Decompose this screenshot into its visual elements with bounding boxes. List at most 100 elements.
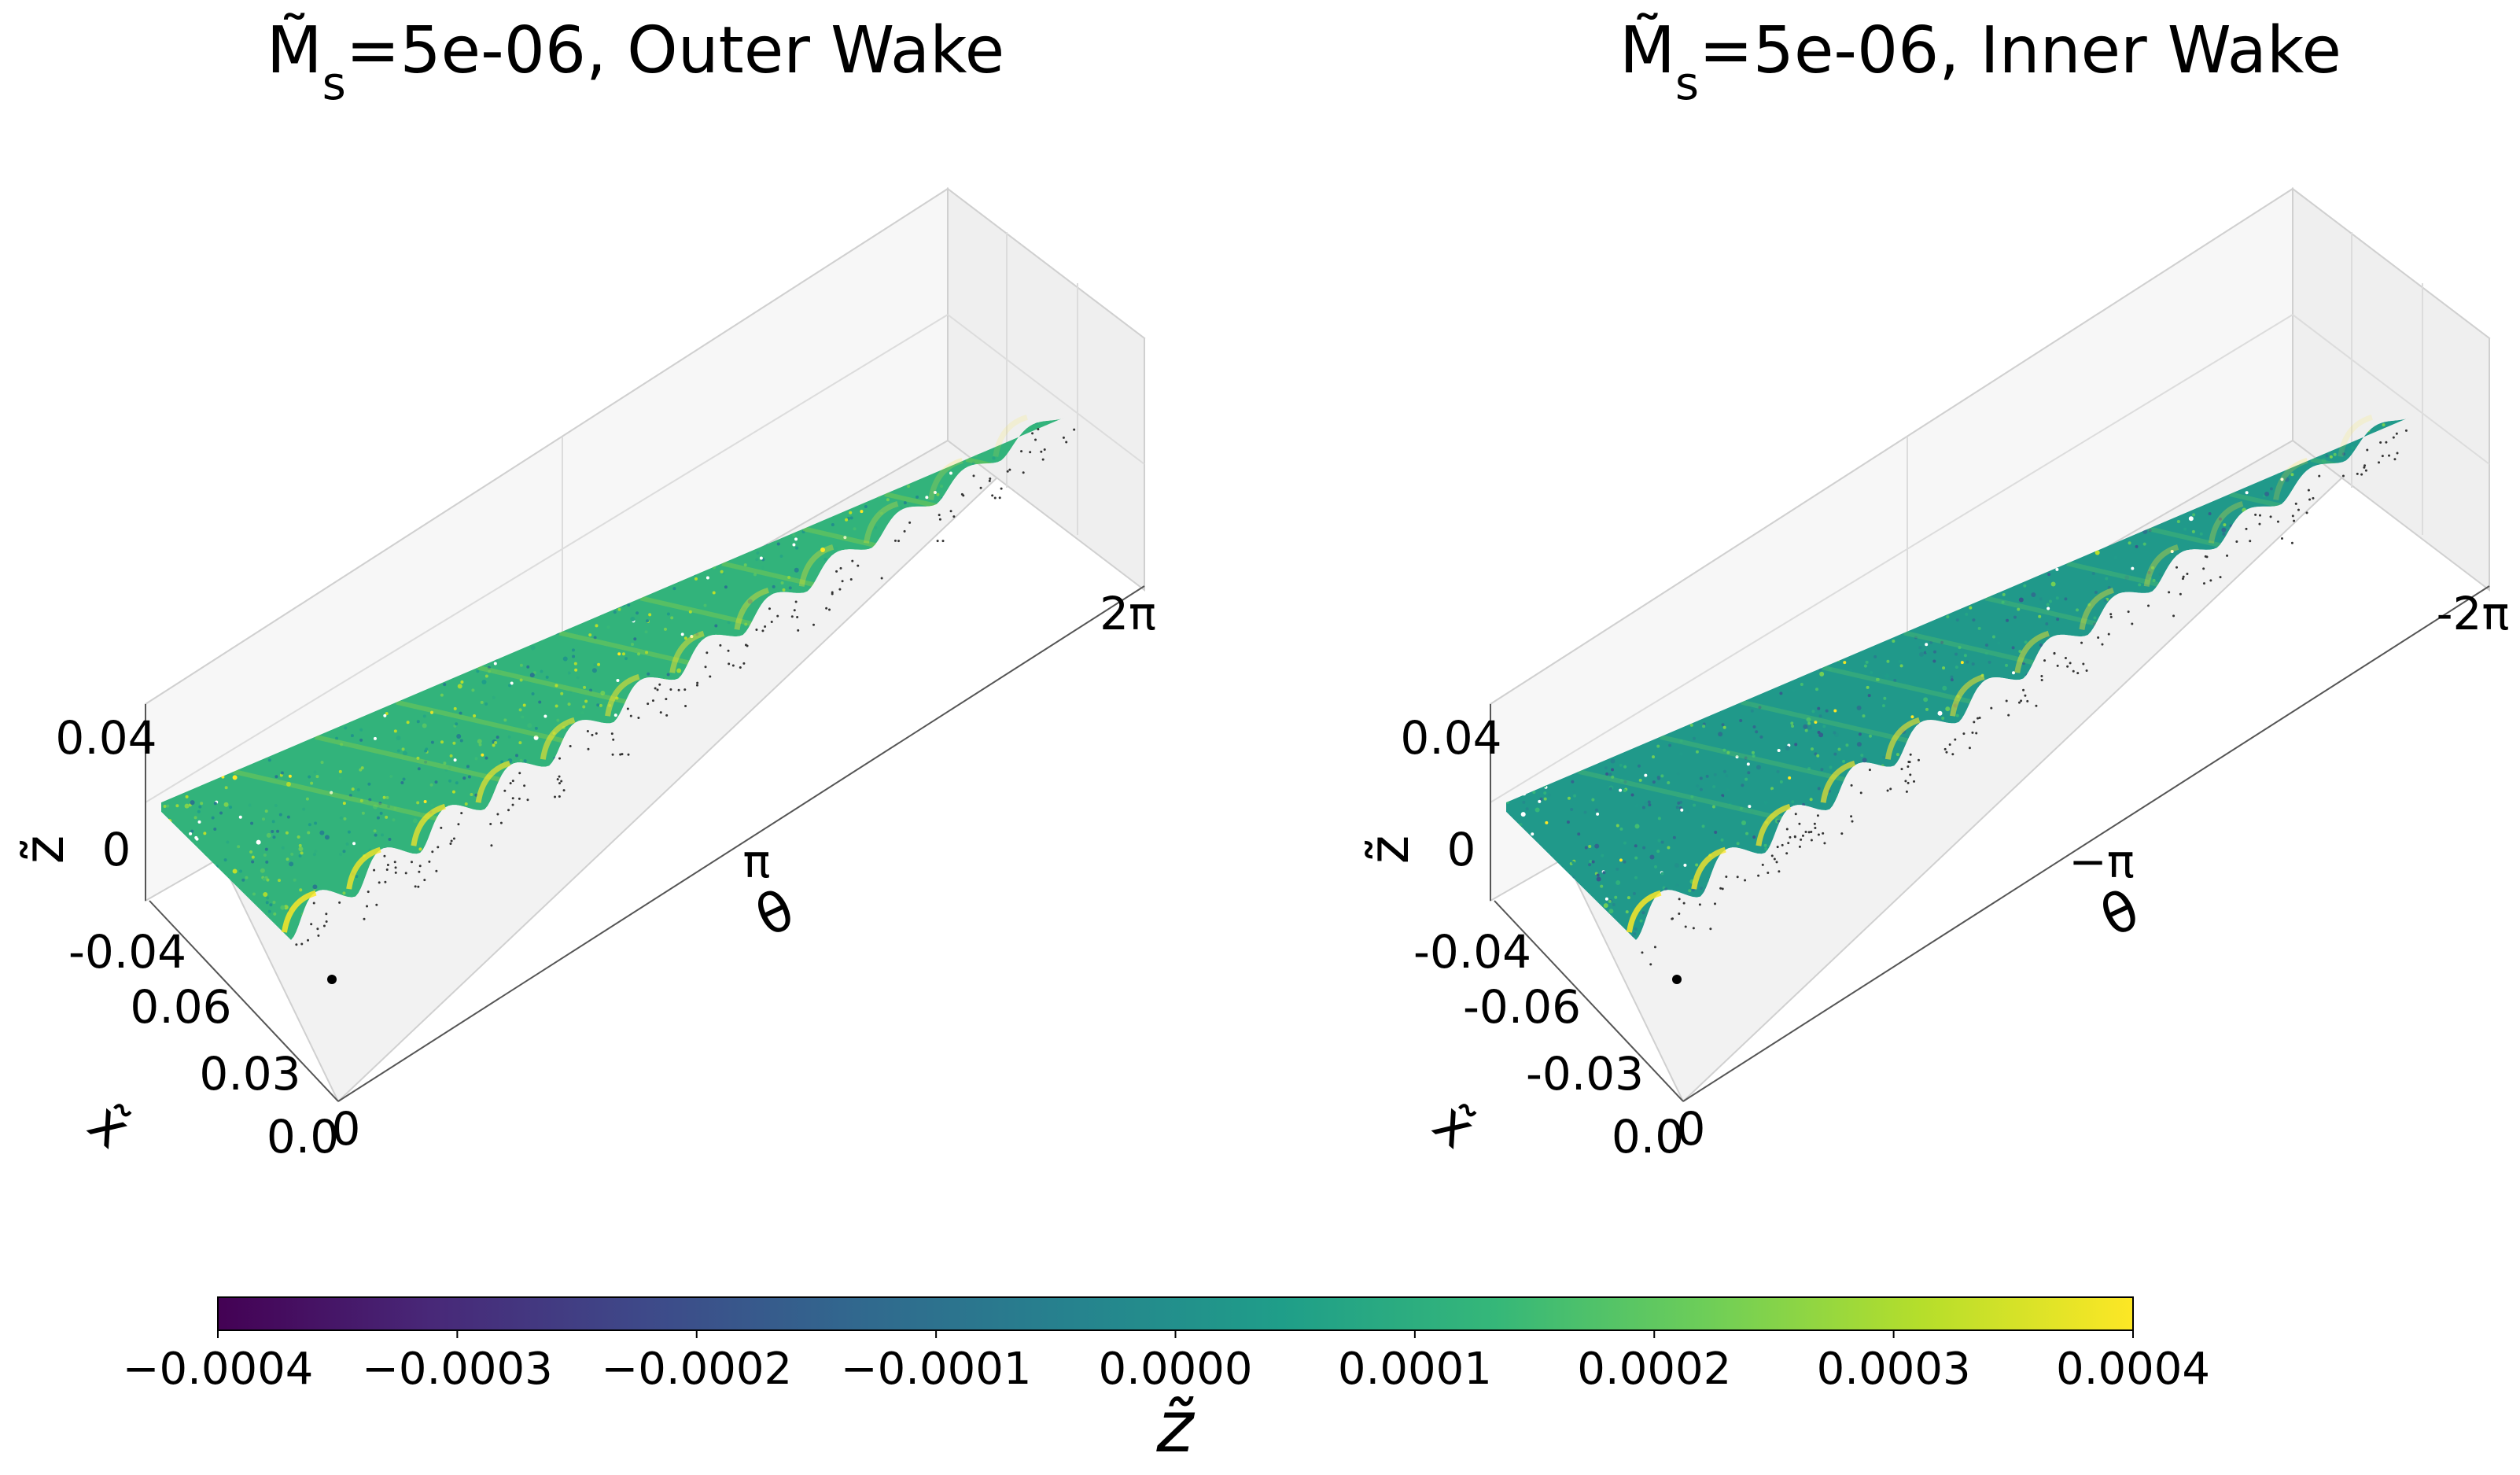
scatter-point <box>2321 773 2325 776</box>
scatter-point <box>378 474 382 478</box>
scatter-point <box>157 480 160 483</box>
scatter-point <box>536 927 541 932</box>
scatter-point <box>888 909 892 913</box>
scatter-point <box>650 864 654 868</box>
stray-point <box>831 592 834 596</box>
scatter-point <box>2196 867 2200 871</box>
scatter-point <box>601 891 605 894</box>
scatter-point <box>2190 828 2194 832</box>
scatter-point <box>2238 647 2242 651</box>
scatter-point <box>1050 655 1054 659</box>
scatter-point <box>1668 515 1672 519</box>
scatter-point <box>266 615 270 619</box>
scatter-point <box>971 791 974 795</box>
scatter-point <box>2023 898 2027 902</box>
scatter-point <box>533 735 539 740</box>
scatter-point <box>1704 882 1708 886</box>
stray-point <box>979 486 982 489</box>
scatter-point <box>677 919 681 923</box>
stray-point <box>383 854 386 857</box>
scatter-point <box>2073 752 2077 756</box>
scatter-point <box>213 802 217 806</box>
scatter-point <box>998 669 1002 673</box>
scatter-point <box>484 702 488 706</box>
scatter-point <box>914 645 918 649</box>
scatter-point <box>995 483 999 487</box>
scatter-point <box>2035 868 2039 872</box>
scatter-point <box>304 525 308 529</box>
scatter-point <box>1691 469 1695 473</box>
scatter-point <box>2228 895 2232 899</box>
stray-point <box>437 846 440 849</box>
scatter-point <box>1892 913 1896 917</box>
scatter-point <box>2207 740 2212 746</box>
scatter-point <box>718 848 722 852</box>
title-subscript: s <box>322 57 346 110</box>
scatter-point <box>844 686 848 690</box>
scatter-point <box>1516 448 1520 452</box>
wake-crest <box>734 587 770 630</box>
scatter-point <box>2237 721 2241 725</box>
scatter-point <box>2233 584 2237 588</box>
scatter-point <box>884 861 888 865</box>
scatter-point <box>511 420 515 424</box>
scatter-point <box>2240 838 2244 842</box>
scatter-point <box>385 424 389 428</box>
scatter-point <box>1944 901 1948 905</box>
scatter-point <box>989 864 993 868</box>
scatter-point <box>222 494 226 498</box>
scatter-point <box>627 603 631 607</box>
scatter-point <box>1611 522 1615 525</box>
scatter-point <box>1790 472 1794 476</box>
scatter-point <box>2301 544 2304 548</box>
scatter-point <box>2384 845 2388 849</box>
scatter-point <box>266 832 271 838</box>
title-subscript: s <box>1675 57 1699 110</box>
scatter-point <box>844 656 848 660</box>
scatter-point <box>2018 597 2024 603</box>
scatter-point <box>930 749 936 754</box>
scatter-point <box>1800 682 1803 686</box>
scatter-point <box>1720 544 1726 550</box>
scatter-point <box>863 707 867 711</box>
scatter-point <box>2231 728 2234 732</box>
stray-point <box>626 707 629 710</box>
scatter-point <box>2222 532 2226 536</box>
scatter-point <box>252 626 256 630</box>
scatter-point <box>324 835 330 840</box>
scatter-point <box>952 839 956 843</box>
scatter-point <box>588 633 592 637</box>
scatter-point <box>219 478 223 481</box>
scatter-point <box>1035 699 1039 703</box>
scatter-point <box>1584 481 1590 487</box>
scatter-point <box>2253 562 2257 566</box>
scatter-point <box>180 444 186 449</box>
scatter-point <box>643 861 647 865</box>
scatter-point <box>1524 522 1528 525</box>
scatter-point <box>712 591 716 595</box>
scatter-point <box>890 873 894 877</box>
scatter-point <box>2392 522 2396 525</box>
scatter-point <box>2185 722 2190 728</box>
scatter-point <box>1611 529 1615 533</box>
scatter-point <box>1723 407 1728 412</box>
scatter-point <box>282 588 286 592</box>
scatter-point <box>1036 725 1040 729</box>
scatter-point <box>884 728 888 732</box>
scatter-point <box>1595 483 1599 487</box>
scatter-point <box>2370 830 2374 834</box>
scatter-point <box>1951 921 1955 925</box>
scatter-point <box>317 550 321 554</box>
scatter-point <box>1804 728 1808 732</box>
scatter-point <box>997 849 1000 853</box>
scatter-point <box>170 680 175 685</box>
scatter-point <box>2319 867 2324 872</box>
scatter-point <box>1556 922 1560 926</box>
scatter-point <box>1031 839 1035 843</box>
scatter-point <box>985 769 989 773</box>
scatter-point <box>208 881 212 885</box>
scatter-point <box>2298 817 2302 820</box>
scatter-point <box>658 852 662 856</box>
scatter-point <box>596 703 600 707</box>
scatter-point <box>715 787 719 791</box>
